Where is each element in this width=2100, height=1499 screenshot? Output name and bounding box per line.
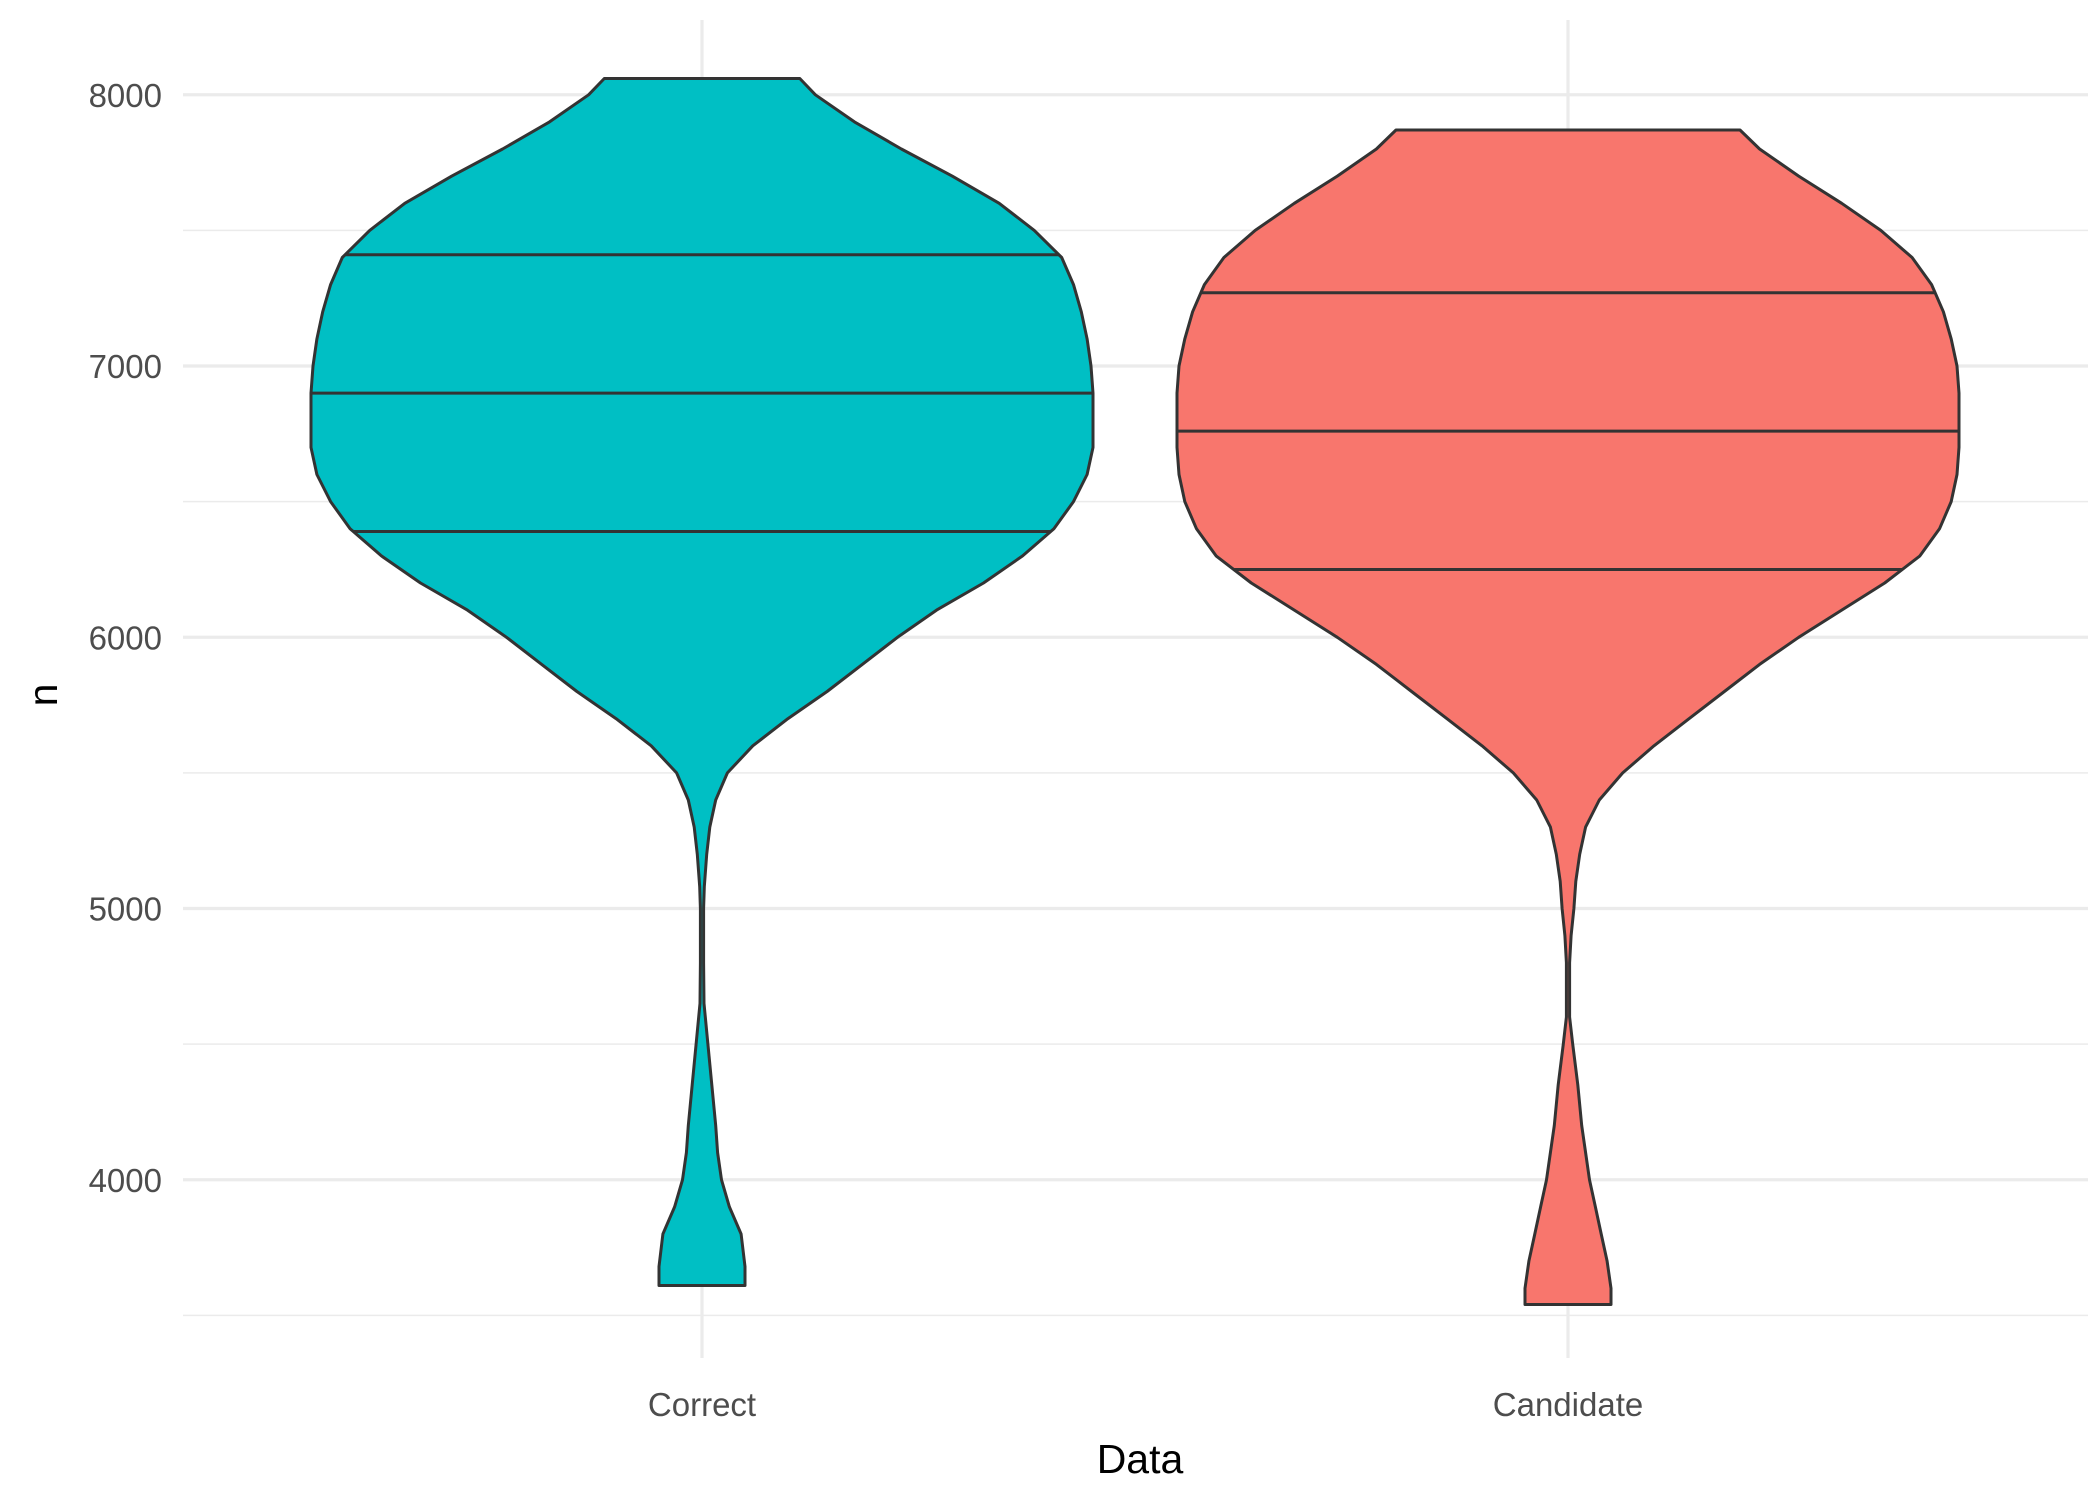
y-tick-label: 7000 [89,348,162,385]
y-tick-label: 4000 [89,1162,162,1199]
x-tick-label: Candidate [1493,1386,1643,1423]
x-tick-label: Correct [648,1386,756,1423]
y-tick-label: 8000 [89,77,162,114]
x-axis-title: Data [1097,1436,1184,1482]
y-tick-label: 5000 [89,891,162,928]
violin-body [309,77,1095,1287]
y-tick-label: 6000 [89,619,162,656]
y-axis-ticks: 4000 5000 6000 7000 8000 [89,77,162,1199]
violin-body [1175,128,1961,1306]
violin-candidate [1175,128,1961,1306]
x-axis-ticks: Correct Candidate [648,1386,1643,1423]
violin-correct [309,77,1095,1287]
violins [309,77,1961,1306]
y-axis-title: n [20,684,66,707]
